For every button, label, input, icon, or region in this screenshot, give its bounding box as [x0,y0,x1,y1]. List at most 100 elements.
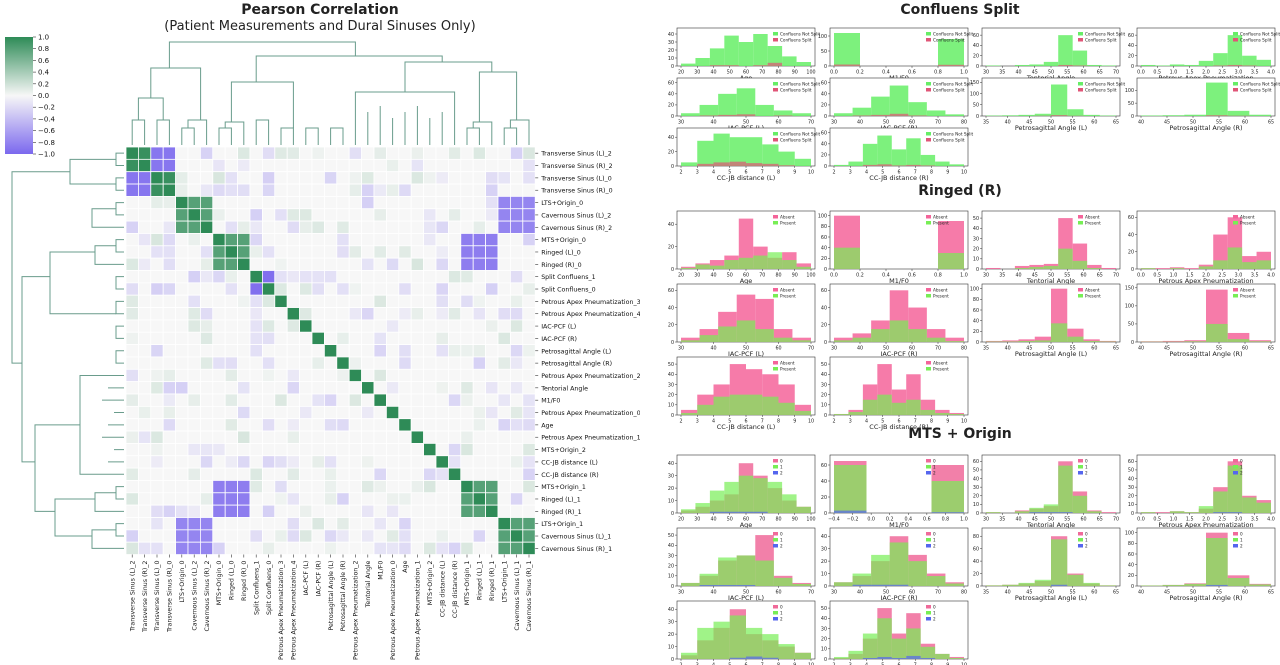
heatmap-cell [274,183,288,197]
row-label: Ringed (L)_1 [541,496,581,503]
heatmap-cell [261,270,276,284]
x-axis-label: Petrosagittal Angle (R) [1169,594,1242,602]
heatmap-cell [348,517,363,531]
heatmap-cell [224,442,238,457]
legend-label: Confluens Not Split [1240,32,1280,37]
heatmap-cell [361,504,375,518]
heatmap-cell [162,331,176,346]
hist-bar [862,164,878,166]
heatmap-cell [410,418,425,432]
heatmap-cell [472,319,487,333]
heatmap-cell [261,418,276,432]
x-tick-label: 60 [743,273,749,279]
x-axis-label: Petrosagittal Angle (R) [1169,350,1242,358]
heatmap-cell [373,257,387,271]
heatmap-cell [162,158,176,173]
y-tick-label: 100 [970,91,979,97]
hist-bar [877,164,892,166]
x-tick-label: 35 [999,273,1005,279]
hist-bar [1087,64,1102,66]
dendrogram-link [305,127,319,145]
legend-swatch [773,288,778,292]
heatmap-cell [336,331,350,346]
heatmap-cell [423,282,437,296]
heatmap-cell [410,257,425,271]
heatmap-cell [485,442,499,457]
heatmap-cell [361,233,375,247]
hist-bar [1227,64,1243,66]
x-tick-label: 60 [1091,590,1097,596]
heatmap-cell [311,393,325,407]
x-tick-label: 0.0 [1137,517,1145,523]
heatmap-cell [472,541,487,555]
x-tick-label: 6 [744,663,747,665]
x-tick-label: 30 [831,346,837,352]
heatmap-cell [423,529,437,543]
heatmap-cell [286,504,301,518]
hist-bar [986,65,1001,66]
hist-bar [697,140,714,166]
hist-bar [1169,64,1185,66]
x-tick-label: 5 [728,663,731,665]
heatmap-cell [522,430,536,444]
x-tick-label: 65 [1113,120,1119,126]
heatmap-cell [385,393,400,407]
heatmap-cell [249,331,263,346]
legend-swatch [1078,459,1083,463]
x-tick-label: 40 [1138,120,1144,126]
y-tick-label: 30 [821,546,827,552]
heatmap-cell [336,146,350,160]
heatmap-cell [299,467,313,481]
heatmap-cell [286,442,301,457]
x-tick-label: 0.2 [856,273,864,279]
heatmap-cell [423,294,437,308]
legend-label: 1 [1085,465,1088,470]
dendrogram-link [230,81,294,128]
heatmap-cell [125,307,139,321]
x-tick-label: 65 [1097,273,1103,279]
heatmap-cell [261,208,276,222]
heatmap-cell [485,418,499,432]
hist-bar [891,657,907,659]
heatmap-cell [125,492,139,506]
legend-swatch [926,215,931,219]
dendrogram-link [115,325,124,339]
heatmap-cell [410,158,425,173]
legend-label: 2 [780,617,783,622]
heatmap-cell [274,393,288,407]
heatmap-cell [385,356,400,370]
heatmap-cell [199,344,214,358]
x-tick-label: 4.0 [1267,70,1275,76]
y-tick-label: 50 [821,606,827,612]
heatmap-cell [125,529,139,543]
legend-label: 1 [933,465,936,470]
heatmap-cell [162,245,176,259]
heatmap-cell [237,233,251,247]
heatmap-cell [274,368,288,383]
x-tick-label: 7 [914,170,917,176]
legend-label: 0 [933,459,936,464]
heatmap-cell [299,220,313,234]
hist-bar [738,257,754,269]
row-label: Petrous Apex Pneumatization_2 [541,373,640,380]
heatmap-cell [373,492,387,506]
heatmap-cell [274,195,288,210]
heatmap-cell [460,208,474,222]
heatmap-cell [410,529,425,543]
heatmap-cell [447,220,462,234]
x-tick-label: 9 [793,419,796,425]
hist-bar [834,340,853,342]
legend-label: Confluens Split [1085,88,1117,93]
col-label: Ringed (R)_0 [241,561,248,601]
heatmap-cell [485,146,499,160]
y-tick-label: 50 [1128,322,1134,328]
x-tick-label: 55 [1070,590,1076,596]
heatmap-cell [410,517,425,531]
heatmap-cell [175,257,189,271]
heatmap-cell [398,307,412,321]
heatmap-cell [125,245,139,259]
heatmap-cell [509,504,524,518]
heatmap-cell [398,405,412,420]
heatmap-cell [398,356,412,370]
